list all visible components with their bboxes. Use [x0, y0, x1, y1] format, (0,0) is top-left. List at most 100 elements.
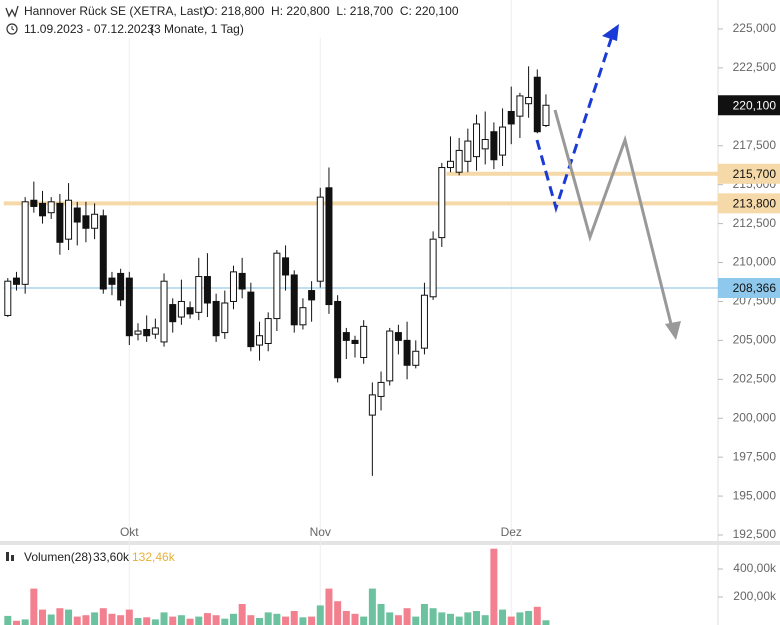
y-tick-label: 210,000 [733, 255, 777, 269]
candle-body [464, 140, 472, 162]
volume-icon [6, 552, 9, 561]
volume-bar [203, 613, 211, 625]
volume-bar [499, 609, 507, 625]
candle-body [21, 201, 29, 285]
candle-body [490, 131, 498, 161]
volume-bar [360, 616, 368, 625]
volume-bar [117, 615, 125, 625]
volume-bar [308, 616, 316, 625]
volume-bar [377, 604, 385, 625]
candle-body [264, 318, 272, 344]
candle-body [238, 272, 246, 290]
candle-body [4, 280, 12, 316]
candle-body [299, 307, 307, 326]
volume-bar [446, 613, 454, 625]
volume-bar [420, 604, 428, 625]
volume-bar [473, 611, 481, 625]
candle-body [212, 300, 220, 337]
candle-body [473, 123, 481, 158]
volume-bar [325, 588, 333, 625]
candle-body [195, 276, 203, 313]
period: (3 Monate, 1 Tag) [150, 22, 244, 36]
y-tick-label: 222,500 [733, 60, 777, 74]
clock-icon [6, 23, 18, 35]
price-label-box [718, 277, 780, 298]
candle-body [151, 327, 159, 335]
volume-bar [47, 614, 55, 625]
volume-bar [195, 616, 203, 625]
x-tick-label: Okt [120, 525, 139, 539]
candle-body [99, 215, 107, 290]
price-label: 208,366 [733, 281, 777, 295]
candle-body [73, 207, 81, 223]
y-tick-label: 212,500 [733, 216, 777, 230]
candle-body [325, 187, 333, 306]
x-tick-label: Nov [310, 525, 331, 539]
panel-separator [0, 541, 780, 545]
volume-bar [490, 548, 498, 625]
candle-body [360, 325, 368, 359]
volume-ma: 132,46k [132, 550, 176, 564]
volume-bar [125, 609, 133, 625]
volume-bar [108, 613, 116, 625]
x-tick-label: Dez [501, 525, 522, 539]
ohlc-text: O: 218,800 H: 220,800 L: 218,700 C: 220,… [205, 4, 459, 18]
candle-body [525, 96, 533, 105]
candle-body [30, 199, 38, 207]
candle-body [134, 330, 142, 335]
volume-bar [342, 611, 350, 625]
candle-body [229, 271, 237, 302]
volume-bar [65, 609, 73, 625]
candle-body [125, 277, 133, 337]
volume-icon [11, 555, 14, 561]
volume-bar [221, 618, 229, 625]
volume-bar [82, 615, 90, 625]
volume-bar [134, 618, 142, 625]
candle-body [282, 257, 290, 276]
volume-bar [282, 616, 290, 625]
volume-bar [438, 612, 446, 625]
candle-body [334, 300, 342, 379]
candle-body [65, 199, 73, 240]
date-range: 11.09.2023 - 07.12.2023 [24, 22, 154, 36]
volume-bar [264, 612, 272, 625]
candle-body [203, 276, 211, 304]
y-tick-label: 205,000 [733, 333, 777, 347]
candle-body [177, 300, 185, 318]
volume-bar [394, 615, 402, 625]
volume-bar [99, 608, 107, 625]
candle-body [403, 339, 411, 366]
candle-body [91, 213, 99, 229]
volume-bar [151, 619, 159, 625]
volume-bar [516, 612, 524, 625]
candle-body [39, 202, 47, 217]
candle-body [56, 202, 64, 243]
volume-legend: Volumen(28) 33,60k 132,46k [6, 550, 176, 564]
volume-bar [464, 612, 472, 625]
chart-title: Hannover Rück SE (XETRA, Last) [24, 4, 207, 18]
volume-bar [12, 620, 20, 625]
volume-bar [4, 615, 12, 625]
candle-body [160, 280, 168, 343]
arrow-head [665, 321, 681, 340]
plot-area: Okt Nov Dez 192,500 195,000 197,500 200,000 202… [3, 0, 780, 625]
volume-bar [229, 613, 237, 625]
scenario-arrow [553, 109, 674, 329]
volume-bar [39, 609, 47, 625]
candle-body [429, 238, 437, 298]
candle-body [273, 252, 281, 320]
volume-last: 33,60k [93, 550, 130, 564]
price-label-box [718, 193, 780, 214]
volume-bar [351, 613, 359, 625]
candle-body [117, 272, 125, 301]
candle-body [308, 290, 316, 301]
volume-bar [290, 611, 298, 625]
price-label: 213,800 [733, 197, 777, 211]
arrow-head [602, 24, 619, 41]
volume-bar [212, 615, 220, 625]
chart-icon [5, 5, 19, 18]
candle-body [221, 302, 229, 334]
y-tick-label: 400,00k [733, 561, 777, 575]
volume-legend-name: Volumen(28) [24, 550, 92, 564]
